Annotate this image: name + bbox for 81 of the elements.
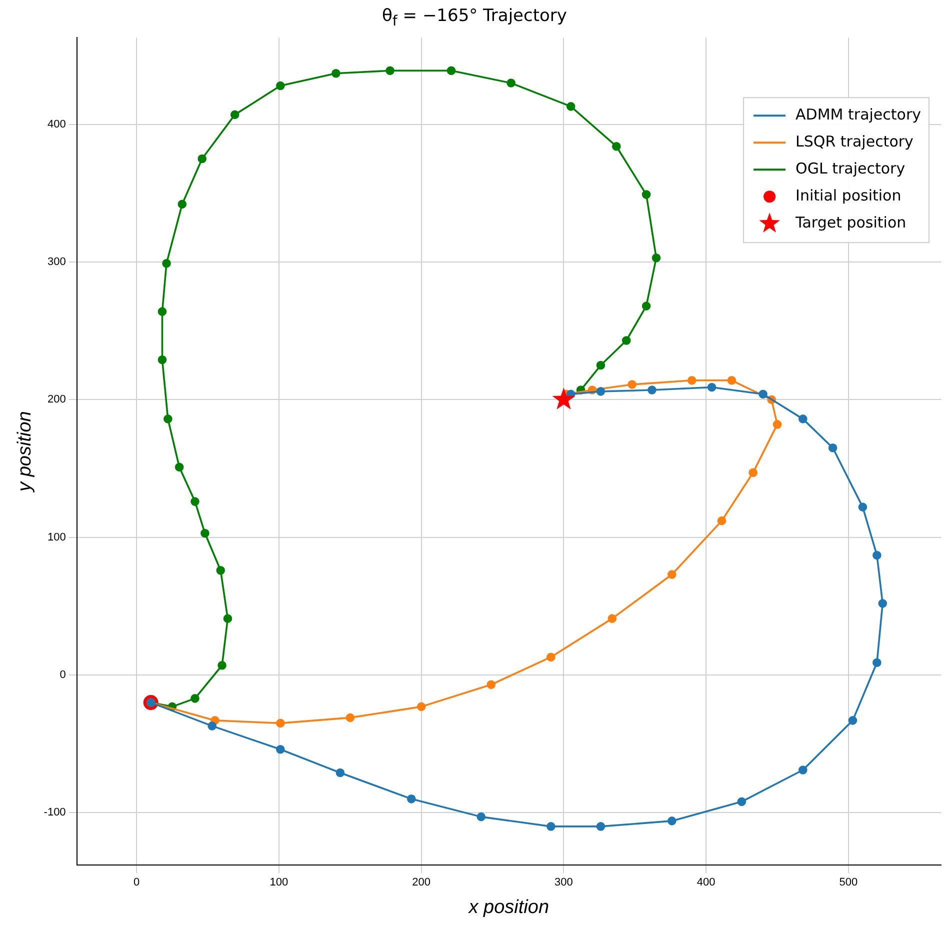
y-tick-label: 400	[47, 118, 66, 130]
point	[200, 528, 210, 538]
point	[218, 660, 226, 670]
point	[798, 766, 808, 774]
point	[223, 614, 232, 623]
point	[198, 154, 206, 164]
point	[190, 694, 200, 703]
point	[642, 302, 651, 310]
point	[668, 570, 676, 579]
y-axis-title: y position	[14, 411, 36, 494]
point	[707, 382, 716, 392]
point	[446, 66, 456, 76]
point	[772, 420, 782, 429]
point	[798, 414, 808, 424]
x-tick-label: 400	[696, 876, 716, 889]
point	[872, 550, 882, 560]
point	[546, 822, 556, 831]
point	[178, 200, 187, 209]
point	[652, 253, 661, 262]
point	[552, 388, 576, 410]
y-tick-label: 200	[47, 394, 66, 406]
point	[174, 462, 184, 472]
point	[668, 816, 676, 826]
y-tick-label: -100	[44, 806, 66, 819]
point	[717, 516, 726, 526]
x-tick-label: 100	[270, 876, 288, 889]
x-tick-label: 0	[134, 876, 140, 889]
x-axis-title: x position	[468, 896, 550, 918]
point	[648, 386, 656, 394]
point	[727, 376, 736, 385]
point	[596, 360, 606, 370]
point	[622, 336, 631, 345]
y-tick-label: 100	[47, 531, 66, 544]
point	[612, 142, 621, 151]
point	[208, 722, 216, 730]
point	[164, 414, 172, 424]
point	[190, 497, 200, 506]
x-tick-label: 300	[554, 876, 573, 889]
legend-label: OGL trajectory	[796, 159, 906, 178]
point	[162, 258, 171, 268]
point	[336, 768, 345, 778]
point	[878, 599, 888, 608]
point	[216, 566, 226, 575]
x-tick-label: 200	[412, 876, 431, 889]
point	[828, 443, 838, 452]
point	[416, 702, 426, 712]
point	[546, 652, 556, 662]
legend-label: ADMM trajectory	[796, 105, 922, 124]
point	[566, 102, 576, 111]
legend-label: LSQR trajectory	[796, 132, 914, 150]
point	[748, 468, 758, 478]
chart-title: θ$_{f}$ = −165° Trajectory	[381, 5, 568, 30]
point	[608, 614, 617, 623]
point	[276, 744, 285, 754]
point	[158, 355, 167, 364]
point	[386, 66, 394, 76]
y-tick-label: 300	[47, 256, 66, 268]
point	[758, 390, 768, 399]
point	[687, 376, 696, 385]
x-tick-label: 500	[839, 876, 858, 889]
point	[276, 718, 285, 728]
point	[346, 713, 355, 722]
point	[596, 387, 606, 396]
point	[848, 716, 858, 725]
point	[332, 68, 340, 78]
point	[628, 380, 636, 389]
legend-label: Target position	[794, 213, 906, 232]
point	[276, 81, 285, 90]
point	[872, 658, 882, 668]
point	[476, 812, 486, 822]
y-tick-label: 0	[60, 669, 66, 682]
legend-label: Initial position	[796, 186, 902, 204]
point	[506, 78, 516, 88]
point	[642, 190, 651, 199]
point	[158, 307, 167, 316]
point	[230, 110, 240, 120]
point	[596, 822, 606, 831]
point	[486, 680, 496, 690]
point	[406, 794, 416, 804]
point	[858, 502, 868, 512]
point	[737, 797, 746, 806]
